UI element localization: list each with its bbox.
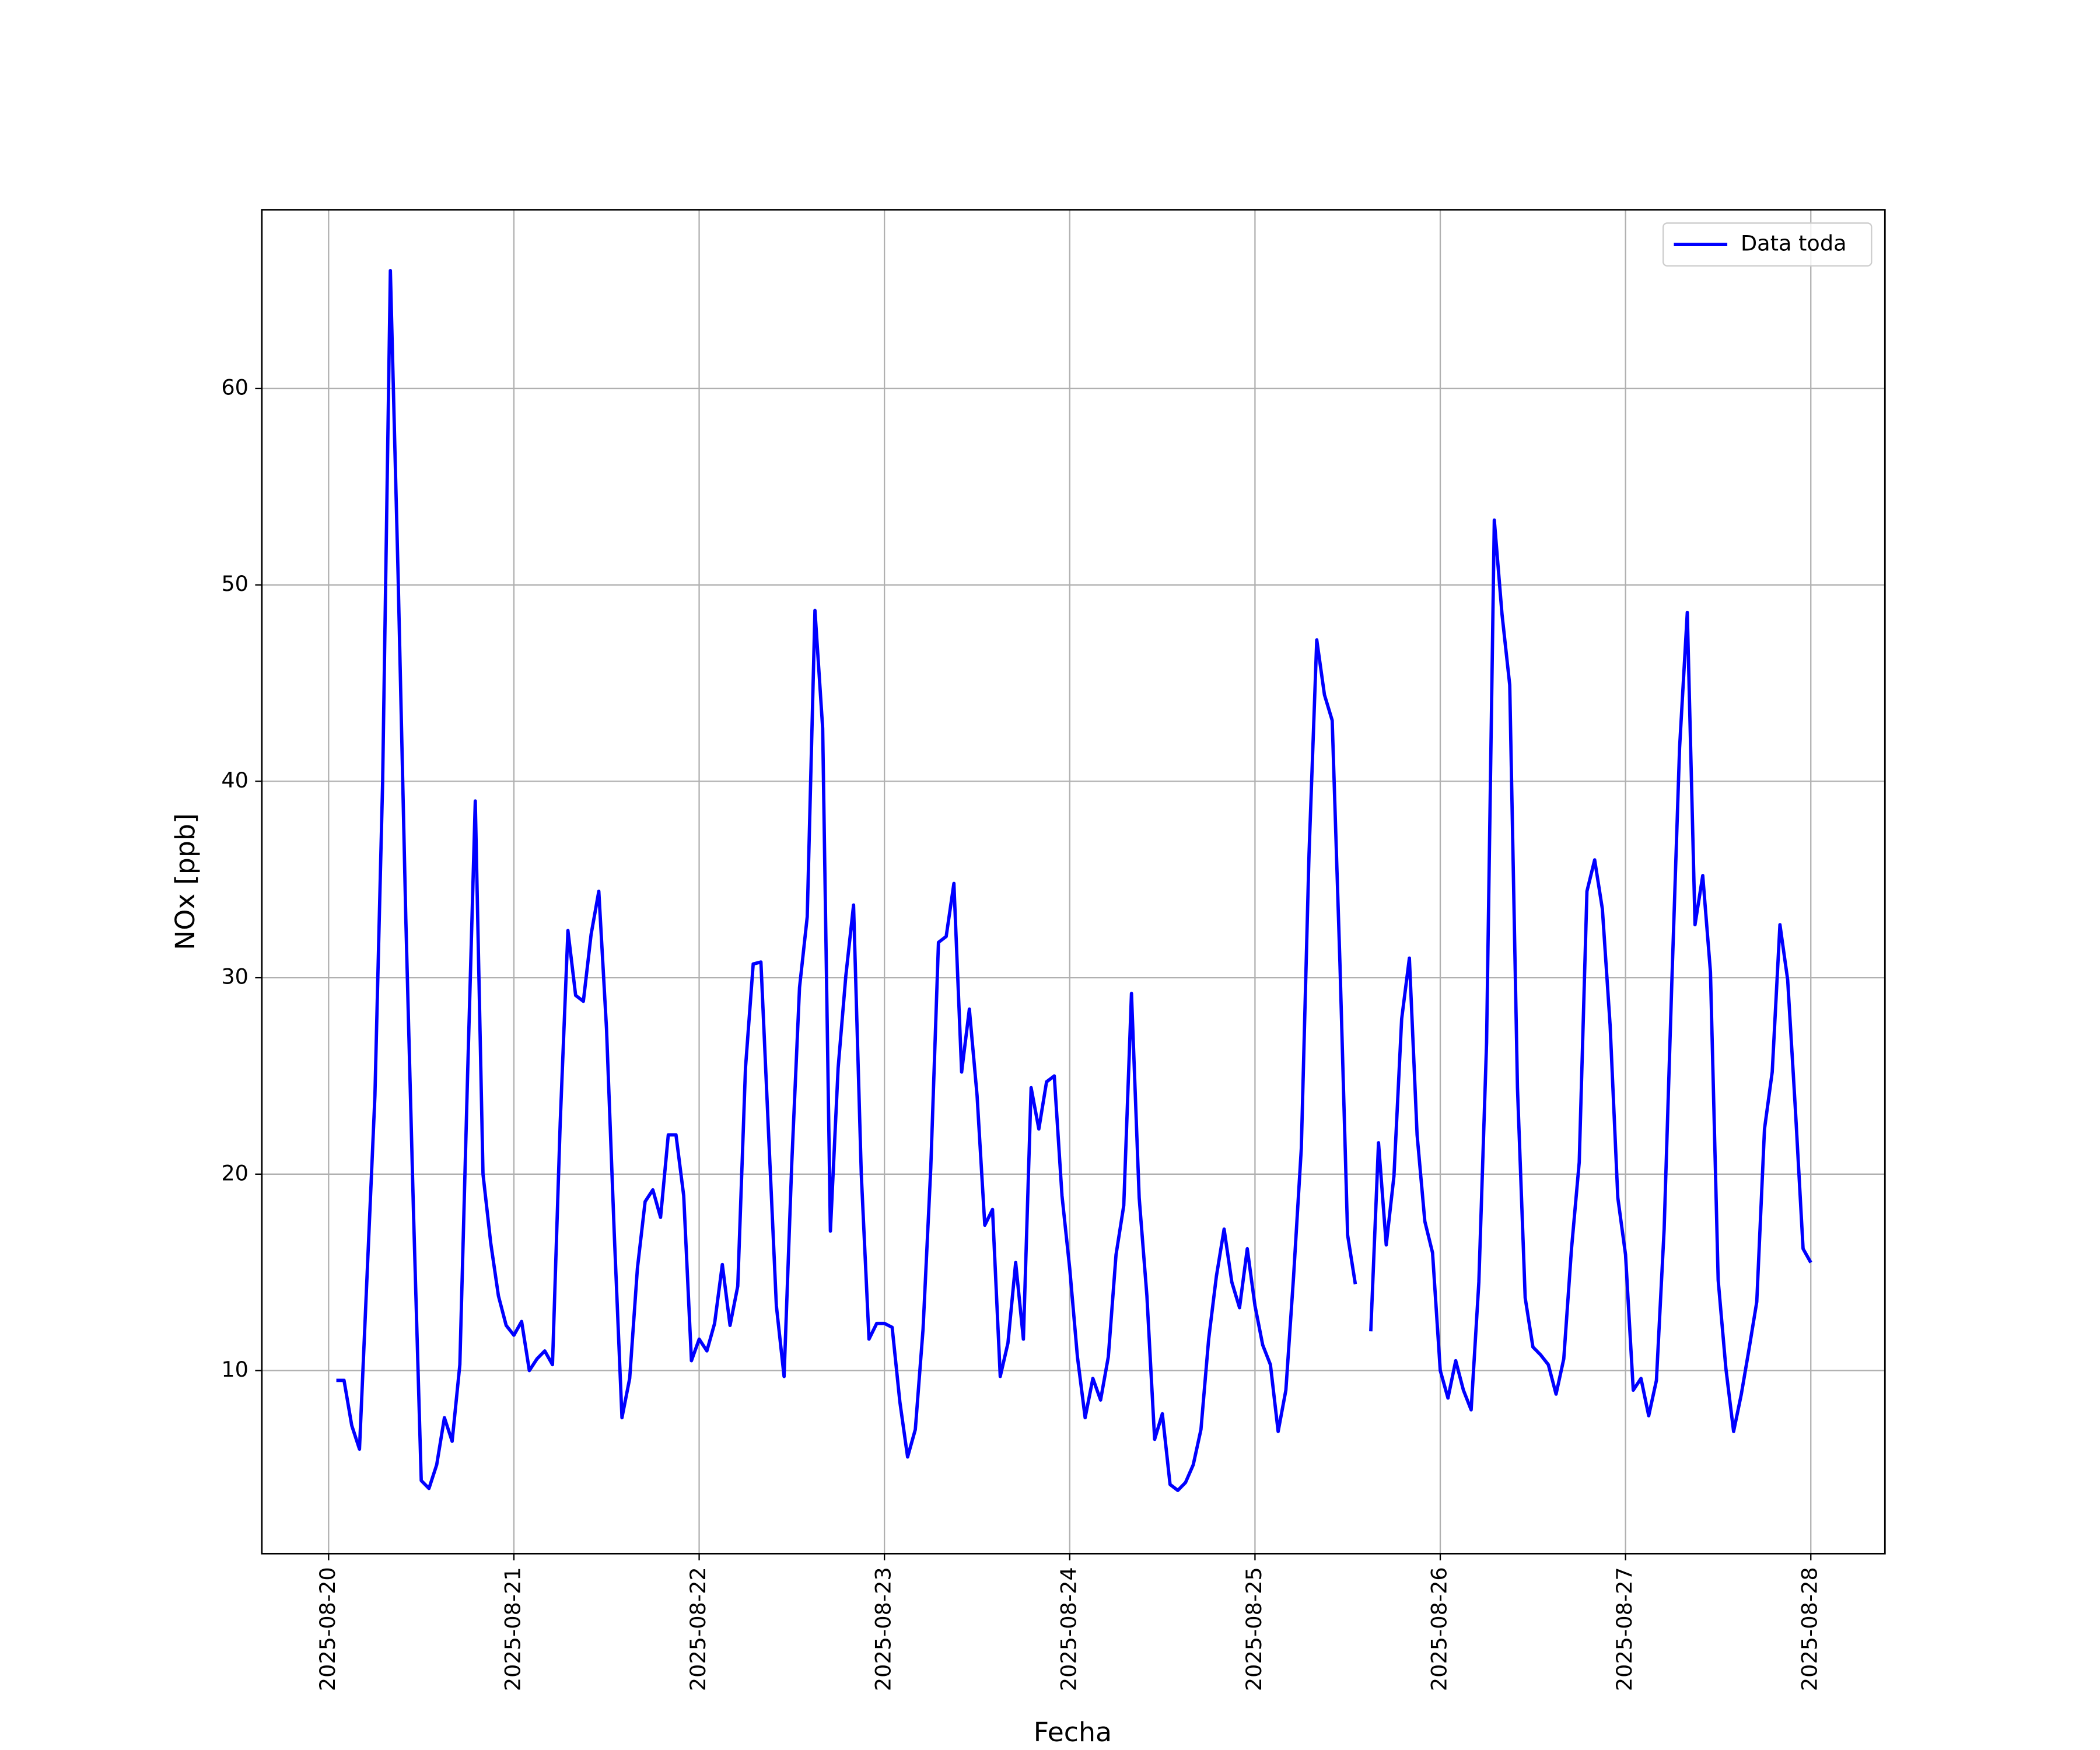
data-line [336, 269, 1812, 1492]
y-tick-label: 50 [221, 571, 249, 596]
x-tick-label: 2025-08-24 [1056, 1567, 1081, 1691]
x-tick-label: 2025-08-22 [685, 1567, 710, 1691]
y-tick-label: 40 [221, 768, 249, 793]
plot-frame [261, 209, 1886, 1555]
x-tick-label: 2025-08-27 [1612, 1567, 1637, 1691]
legend-label: Data toda [1741, 231, 1847, 256]
x-tick-label: 2025-08-25 [1241, 1567, 1266, 1691]
y-axis-label: NOx [ppb] [169, 813, 201, 950]
x-tick-label: 2025-08-26 [1427, 1567, 1452, 1691]
x-tick-label: 2025-08-28 [1797, 1567, 1822, 1691]
y-tick-label: 10 [221, 1357, 249, 1382]
x-tick-label: 2025-08-23 [871, 1567, 896, 1691]
y-tick-label: 60 [221, 374, 249, 400]
x-axis-label: Fecha [1034, 1716, 1112, 1748]
x-tick-label: 2025-08-20 [315, 1567, 340, 1691]
y-tick-label: 30 [221, 964, 249, 989]
x-tick-label: 2025-08-21 [500, 1567, 525, 1691]
y-tick-label: 20 [221, 1160, 249, 1185]
legend-box [1662, 222, 1873, 267]
